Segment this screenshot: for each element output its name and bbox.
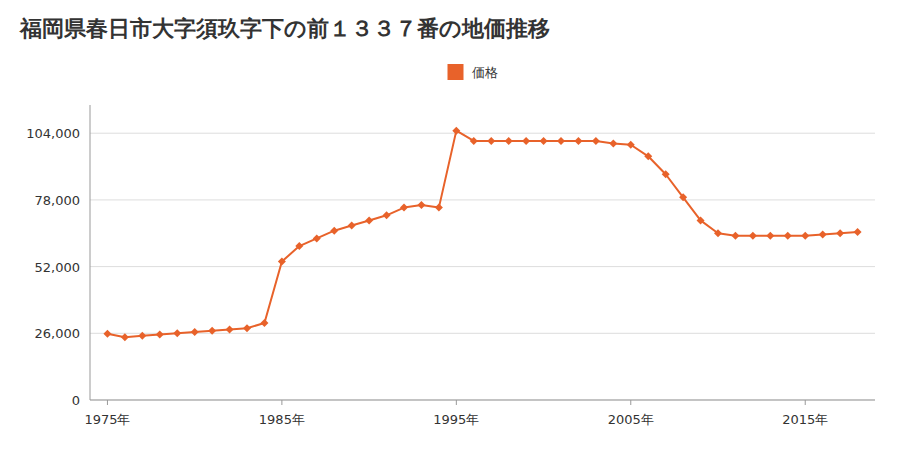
marker [592, 137, 600, 145]
marker [697, 216, 705, 224]
marker [278, 257, 286, 265]
x-axis-line [90, 400, 875, 401]
chart: 福岡県春日市大字須玖字下の前１３３７番の地価推移 0 26,000 52,000 78,… [0, 0, 900, 450]
marker [243, 324, 251, 332]
x-ticks: 1975年 1985年 1995年 2005年 2015年 [84, 400, 828, 427]
marker [574, 137, 582, 145]
marker [121, 333, 129, 341]
x-tick [107, 400, 108, 405]
marker [627, 141, 635, 149]
grid-line [90, 199, 875, 200]
marker [731, 232, 739, 240]
marker [191, 328, 199, 336]
marker [644, 152, 652, 160]
grid-line [90, 266, 875, 267]
y-tick-label: 26,000 [35, 326, 81, 341]
y-grid [90, 133, 875, 400]
legend-label: 価格 [472, 65, 498, 80]
x-tick [281, 400, 282, 405]
marker [766, 232, 774, 240]
marker [313, 234, 321, 242]
marker [138, 332, 146, 340]
marker [819, 231, 827, 239]
marker [156, 331, 164, 339]
marker [365, 216, 373, 224]
marker [487, 137, 495, 145]
marker [470, 137, 478, 145]
grid-line [90, 333, 875, 334]
y-tick-label: 104,000 [26, 126, 80, 141]
line [107, 131, 857, 338]
marker [226, 325, 234, 333]
marker [662, 170, 670, 178]
marker [540, 137, 548, 145]
x-tick-label: 1985年 [259, 412, 305, 427]
marker [836, 229, 844, 237]
marker [295, 242, 303, 250]
x-tick-label: 1995年 [433, 412, 479, 427]
marker [400, 204, 408, 212]
marker [609, 139, 617, 147]
x-tick-label: 2005年 [608, 412, 654, 427]
grid-line [90, 133, 875, 134]
x-tick [456, 400, 457, 405]
marker [557, 137, 565, 145]
marker [522, 137, 530, 145]
marker [505, 137, 513, 145]
chart-container: 福岡県春日市大字須玖字下の前１３３７番の地価推移 0 26,000 52,000 78,… [0, 0, 900, 450]
grid-line [90, 400, 875, 401]
y-tick-label: 0 [72, 393, 80, 408]
marker [714, 229, 722, 237]
x-tick-label: 2015年 [782, 412, 828, 427]
y-ticks: 0 26,000 52,000 78,000 104,000 [26, 126, 80, 408]
x-tick [630, 400, 631, 405]
marker [383, 211, 391, 219]
marker [452, 127, 460, 135]
legend-swatch [448, 64, 464, 80]
marker [679, 193, 687, 201]
marker [801, 232, 809, 240]
y-axis-line [90, 105, 91, 400]
marker [208, 327, 216, 335]
marker [173, 329, 181, 337]
y-tick-label: 78,000 [35, 193, 81, 208]
marker [435, 204, 443, 212]
marker [348, 222, 356, 230]
title: 福岡県春日市大字須玖字下の前１３３７番の地価推移 [19, 16, 550, 41]
x-tick-label: 1975年 [84, 412, 130, 427]
x-tick [805, 400, 806, 405]
y-tick-label: 52,000 [35, 260, 81, 275]
marker [784, 232, 792, 240]
legend: 価格 [448, 64, 498, 80]
marker [330, 227, 338, 235]
marker [854, 228, 862, 236]
plot-area [103, 127, 861, 341]
marker [417, 201, 425, 209]
marker [103, 330, 111, 338]
marker [749, 232, 757, 240]
marker [260, 319, 268, 327]
